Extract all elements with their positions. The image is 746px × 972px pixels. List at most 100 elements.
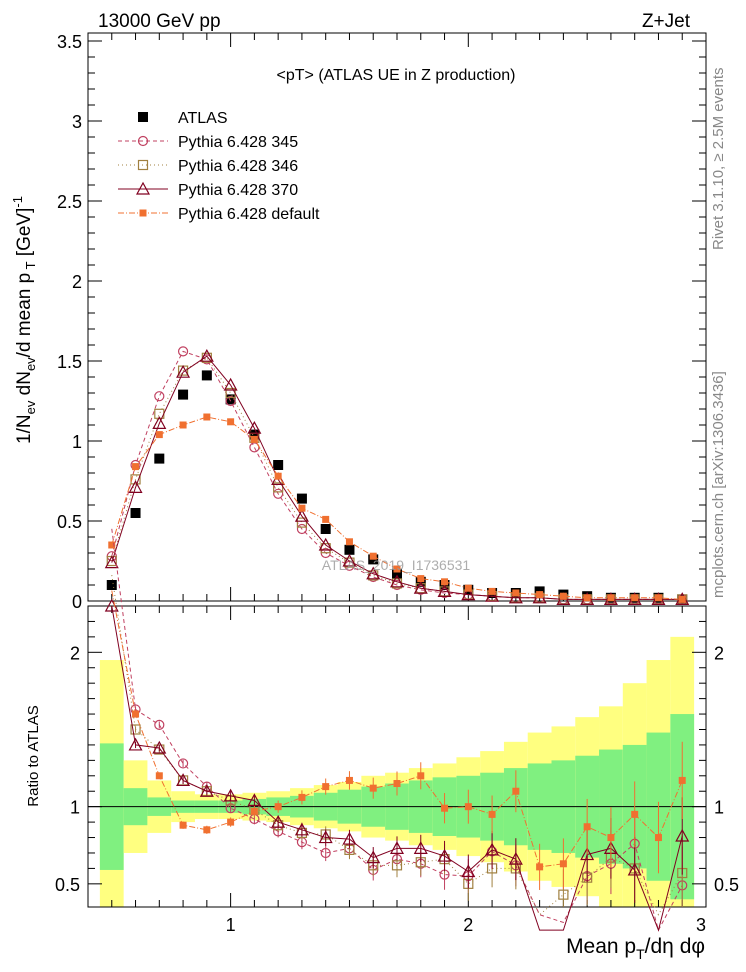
side-text-rivet: Rivet 3.1.10, ≥ 2.5M events (710, 68, 727, 251)
data-point-pythia-6-428-default (298, 504, 306, 512)
ratio-point-pythia-6-428-default (417, 772, 425, 780)
data-point-pythia-6-428-370 (508, 590, 523, 604)
ratio-y-tick-label-left: 0.5 (55, 875, 80, 895)
ratio-point-pythia-6-428-default (179, 821, 187, 829)
ratio-point-pythia-6-428-370 (152, 740, 167, 754)
ratio-point-pythia-6-428-370 (128, 737, 143, 751)
data-point-pythia-6-428-370 (199, 348, 214, 362)
data-point-atlas (225, 394, 236, 405)
ratio-point-pythia-6-428-370 (294, 822, 309, 836)
watermark: ATLAS_2019_I1736531 (322, 557, 471, 573)
legend: ATLAS Pythia 6.428 345 Pythia 6.428 346 Pyt… (118, 110, 320, 223)
ratio-point-pythia-6-428-default (654, 834, 662, 842)
x-tick-label: 2 (463, 915, 473, 935)
header-right: Z+Jet (642, 11, 691, 32)
main-y-tick-label: 0 (72, 592, 82, 612)
data-point-pythia-6-428-345 (225, 395, 236, 407)
ratio-point-pythia-6-428-370 (580, 847, 595, 861)
ratio-y-axis-label: Ratio to ATLAS (25, 705, 42, 806)
data-point-pythia-6-428-370 (461, 587, 476, 601)
x-axis-label: Mean pT/dη dφ (566, 935, 705, 962)
header-left: 13000 GeV pp (98, 11, 221, 32)
main-y-tick-label: 2.5 (57, 192, 82, 212)
main-axis-ticks: 0 0.5 1 1.5 2 2.5 3 3.5 (57, 32, 707, 612)
ratio-point-pythia-6-428-default (583, 823, 591, 831)
data-point-atlas (154, 453, 165, 464)
data-point-pythia-6-428-default (345, 538, 353, 546)
legend-label: Pythia 6.428 default (178, 206, 320, 223)
main-y-tick-label: 3 (72, 112, 82, 132)
data-point-pythia-6-428-370 (413, 580, 428, 594)
ratio-point-pythia-6-428-346 (130, 724, 141, 735)
data-point-pythia-6-428-345 (154, 391, 165, 402)
legend-label: ATLAS (178, 110, 228, 127)
data-point-pythia-6-428-default (227, 418, 235, 426)
main-y-tick-label: 1.5 (57, 352, 82, 372)
data-point-pythia-6-428-default (631, 594, 639, 602)
data-point-atlas (392, 568, 402, 579)
ratio-point-pythia-6-428-346 (558, 889, 569, 900)
data-point-atlas (249, 429, 260, 440)
main-y-tick-label: 1 (72, 432, 82, 452)
ratio-point-pythia-6-428-default (678, 776, 686, 784)
data-point-pythia-6-428-370 (104, 555, 119, 569)
ratio-point-pythia-6-428-370 (318, 830, 333, 844)
data-point-pythia-6-428-default (654, 594, 662, 602)
data-point-pythia-6-428-370 (318, 537, 333, 551)
ratio-point-pythia-6-428-345 (154, 719, 165, 730)
ratio-point-pythia-6-428-default (536, 863, 544, 871)
data-point-pythia-6-428-370 (294, 508, 309, 522)
ratio-point-pythia-6-428-default (441, 804, 449, 812)
data-point-pythia-6-428-default (512, 589, 520, 597)
data-point-pythia-6-428-370 (437, 584, 452, 598)
data-point-pythia-6-428-default (322, 515, 330, 523)
legend-marker-pythia-6-428-370 (135, 181, 151, 195)
main-plot-panel: 0 0.5 1 1.5 2 2.5 3 3.5 <pT> (ATLAS UE in Z pro… (57, 32, 707, 612)
ratio-point-pythia-6-428-345 (177, 758, 189, 769)
data-point-pythia-6-428-370 (176, 364, 191, 378)
ratio-y-tick-label-right: 0.5 (714, 875, 739, 895)
data-point-pythia-6-428-370 (247, 420, 262, 434)
ratio-point-pythia-6-428-default (488, 810, 496, 818)
ratio-point-pythia-6-428-default (393, 780, 401, 788)
ratio-y-tick-label-right: 2 (714, 643, 724, 663)
ratio-point-pythia-6-428-default (345, 776, 353, 784)
x-tick-label: 3 (696, 915, 706, 935)
data-point-pythia-6-428-370 (342, 553, 357, 567)
ratio-point-pythia-6-428-370 (271, 814, 286, 828)
data-point-pythia-6-428-default (441, 578, 449, 586)
ratio-point-pythia-6-428-default (227, 818, 235, 826)
data-point-pythia-6-428-default (132, 463, 140, 471)
chart-title: <pT> (ATLAS UE in Z production) (277, 67, 516, 84)
ratio-point-pythia-6-428-370 (389, 841, 405, 854)
data-point-pythia-6-428-default (203, 413, 211, 421)
ratio-y-tick-label-right: 1 (714, 798, 724, 818)
data-point-pythia-6-428-default (464, 584, 472, 592)
ratio-point-pythia-6-428-346 (391, 860, 403, 871)
legend-label: Pythia 6.428 370 (178, 182, 298, 199)
data-point-pythia-6-428-370 (128, 480, 143, 493)
data-point-pythia-6-428-default (678, 595, 686, 603)
data-point-atlas (273, 460, 284, 470)
ratio-plot-panel: 1 2 3 0.5 0.5 1 1 2 2 (55, 528, 739, 935)
legend-marker-atlas (138, 112, 148, 122)
data-point-pythia-6-428-default (369, 552, 377, 560)
data-point-pythia-6-428-370 (366, 566, 381, 580)
data-point-pythia-6-428-346 (296, 517, 308, 528)
ratio-point-pythia-6-428-default (512, 787, 520, 795)
data-point-pythia-6-428-default (108, 541, 116, 549)
data-point-atlas (320, 524, 331, 534)
data-point-atlas (201, 370, 212, 381)
ratio-point-pythia-6-428-default (203, 826, 211, 834)
ratio-point-pythia-6-428-345 (320, 847, 331, 859)
ratio-point-pythia-6-428-370 (437, 848, 452, 862)
ratio-point-pythia-6-428-370 (675, 828, 690, 842)
ratio-axis-ticks: 1 2 3 0.5 0.5 1 1 2 2 (55, 606, 739, 935)
data-point-pythia-6-428-345 (296, 523, 308, 535)
data-point-atlas (130, 508, 141, 518)
legend-label: Pythia 6.428 346 (178, 158, 298, 175)
ratio-point-pythia-6-428-default (298, 793, 306, 801)
ratio-point-pythia-6-428-default (322, 783, 330, 791)
ratio-point-pythia-6-428-370 (342, 831, 357, 845)
data-point-pythia-6-428-346 (130, 474, 141, 485)
